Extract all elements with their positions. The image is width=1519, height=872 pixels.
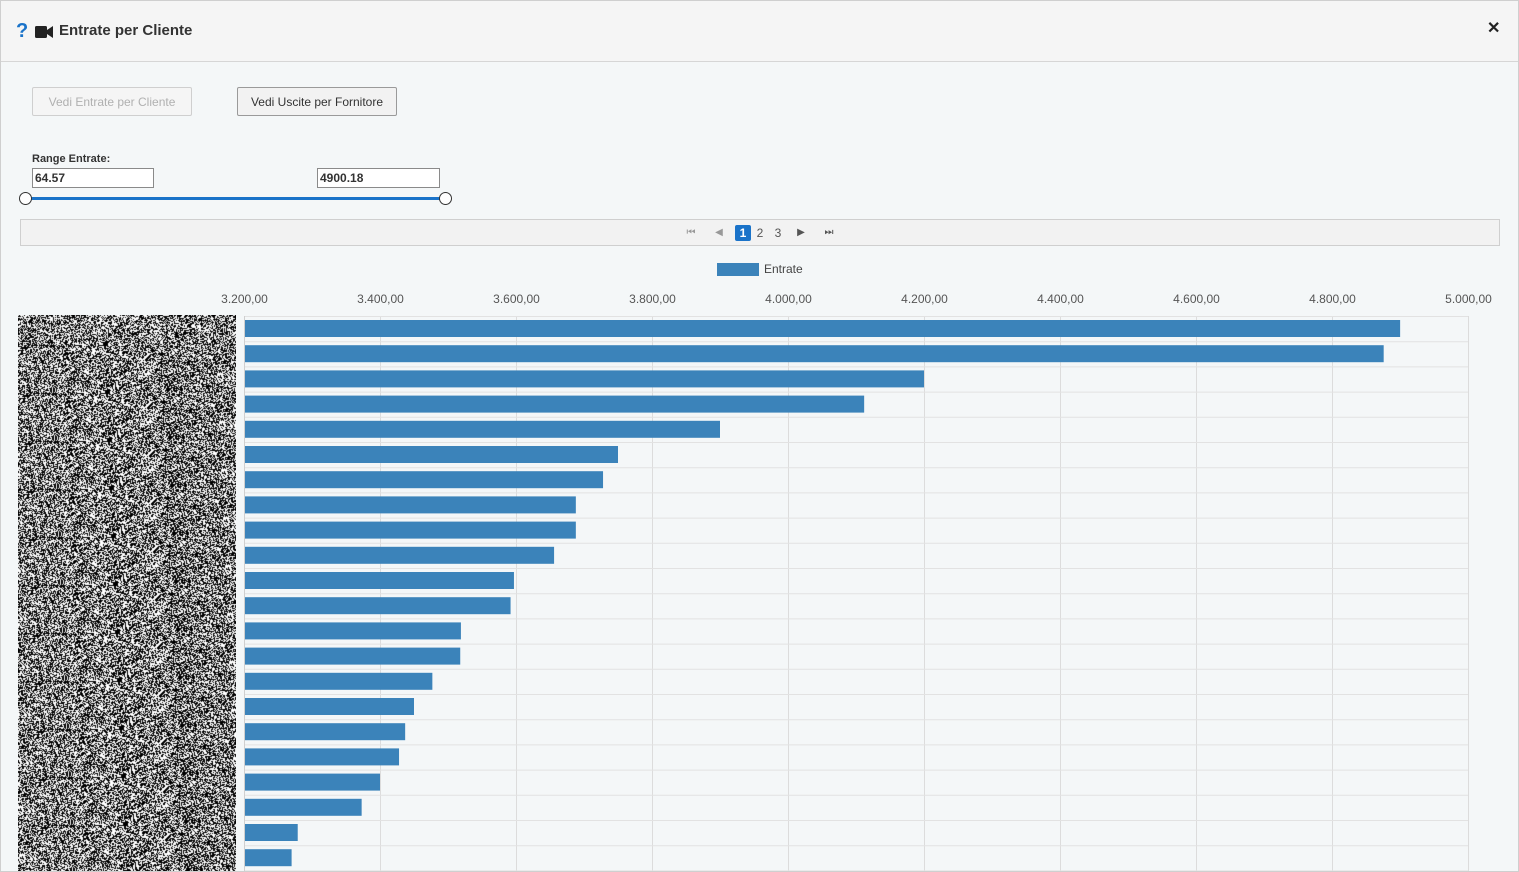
income-bar-chart: Entrate 3.200,00 3.400,00 3.600,00 3.800,00 4… xyxy=(221,262,1492,871)
x-tick-label: 4.600,00 xyxy=(1173,292,1220,306)
x-tick-label: 3.800,00 xyxy=(629,292,676,306)
page-2-button[interactable]: 2 xyxy=(756,226,764,240)
x-tick-label: 4.200,00 xyxy=(901,292,948,306)
first-page-icon[interactable]: ⏮ xyxy=(686,227,696,238)
x-tick-label: 3.600,00 xyxy=(493,292,540,306)
bar-entrate xyxy=(245,420,720,438)
bar-entrate xyxy=(245,849,292,867)
x-tick-label: 3.200,00 xyxy=(221,292,268,306)
bar-entrate xyxy=(245,647,461,665)
bar-entrate xyxy=(245,320,1401,337)
bar-entrate xyxy=(245,622,461,640)
x-tick-label: 3.400,00 xyxy=(357,292,404,306)
bar-entrate xyxy=(245,471,604,489)
range-slider-max-handle[interactable] xyxy=(439,192,452,205)
bar-entrate xyxy=(245,572,514,589)
range-max-input[interactable] xyxy=(317,168,440,188)
x-tick-label: 4.800,00 xyxy=(1309,292,1356,306)
video-camera-icon xyxy=(35,26,53,38)
pager: ⏮ ◀ 1 2 3 ▶ ⏭ xyxy=(20,219,1500,246)
bar-entrate xyxy=(245,521,576,539)
bar-entrate xyxy=(245,395,865,413)
x-tick-label: 4.400,00 xyxy=(1037,292,1084,306)
page-1-button[interactable]: 1 xyxy=(735,225,751,241)
x-tick-label: 5.000,00 xyxy=(1445,292,1492,306)
bar-entrate xyxy=(245,496,576,514)
bar-entrate xyxy=(245,370,924,388)
bar-entrate xyxy=(245,773,380,791)
page-3-button[interactable]: 3 xyxy=(774,226,782,240)
question-mark-icon[interactable]: ? xyxy=(16,20,29,42)
x-tick-label: 4.000,00 xyxy=(765,292,812,306)
dialog-title: Entrate per Cliente xyxy=(59,22,193,39)
range-slider-min-handle[interactable] xyxy=(19,192,32,205)
bar-entrate xyxy=(245,748,400,766)
bar-entrate xyxy=(245,798,362,816)
view-expenses-by-supplier-button[interactable]: Vedi Uscite per Fornitore xyxy=(237,87,397,116)
bar-entrate xyxy=(245,446,618,463)
last-page-icon[interactable]: ⏭ xyxy=(824,227,834,238)
client-labels-obscured xyxy=(18,315,236,871)
legend-swatch xyxy=(717,263,759,276)
bar-entrate xyxy=(245,698,414,715)
bar-entrate xyxy=(245,723,406,741)
dialog-titlebar: ? Entrate per Cliente ✕ xyxy=(1,1,1518,62)
legend-label: Entrate xyxy=(764,262,803,276)
range-label: Range Entrate: xyxy=(32,153,111,165)
range-slider-track[interactable] xyxy=(26,197,446,200)
bar-entrate xyxy=(245,824,298,841)
range-min-input[interactable] xyxy=(32,168,154,188)
bar-entrate xyxy=(245,672,433,690)
next-page-icon[interactable]: ▶ xyxy=(797,227,805,238)
view-income-by-client-button[interactable]: Vedi Entrate per Cliente xyxy=(32,87,192,116)
close-icon[interactable]: ✕ xyxy=(1487,20,1501,37)
bar-entrate xyxy=(245,546,555,564)
bar-entrate xyxy=(245,345,1384,363)
previous-page-icon[interactable]: ◀ xyxy=(715,227,723,238)
bar-entrate xyxy=(245,597,511,615)
